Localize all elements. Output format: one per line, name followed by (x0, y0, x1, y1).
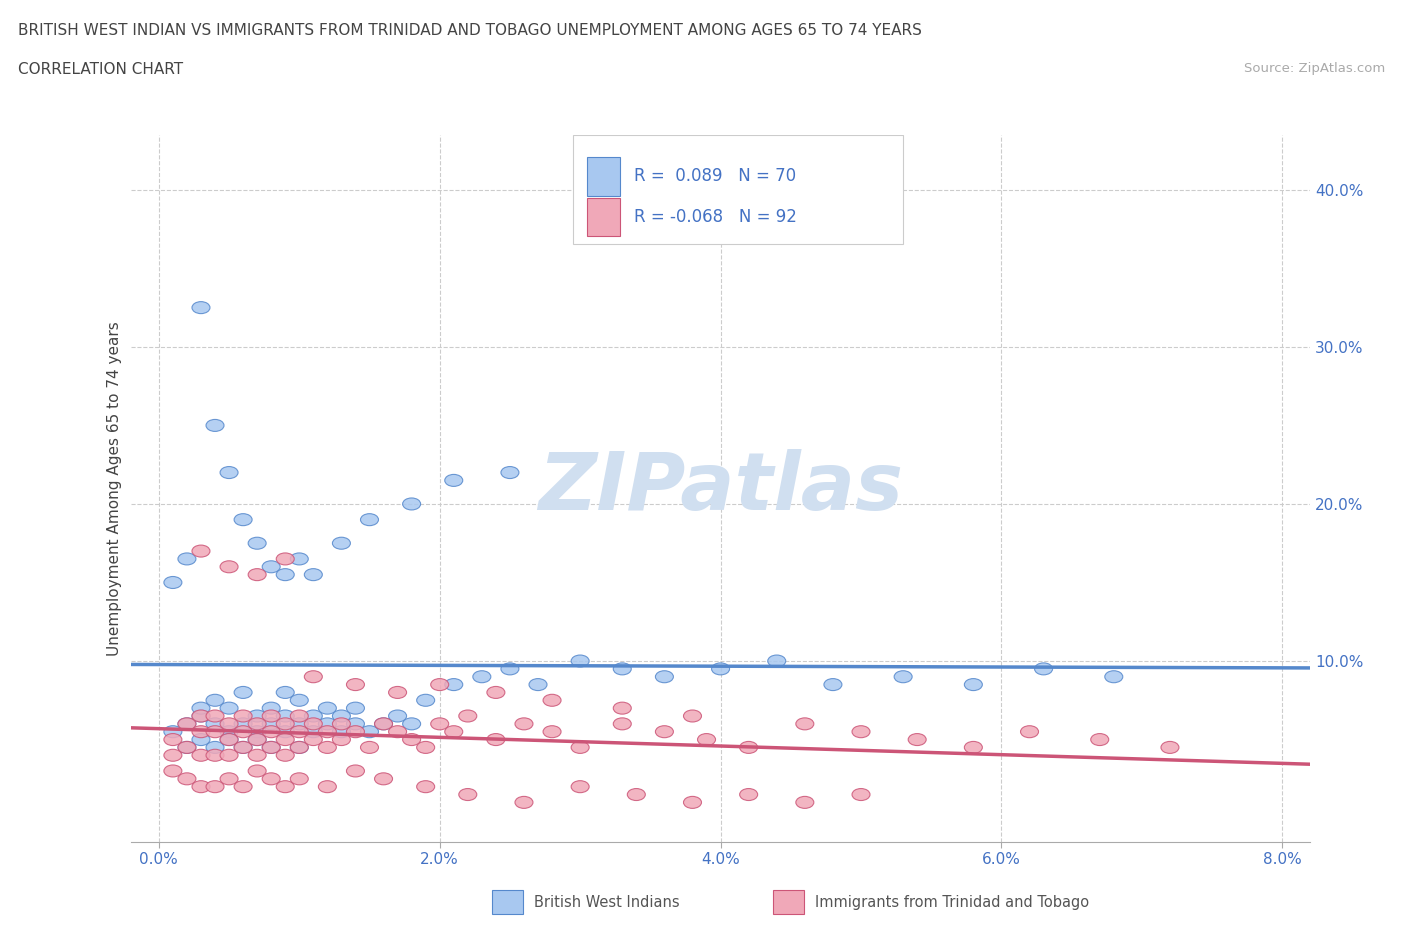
Text: R = -0.068   N = 92: R = -0.068 N = 92 (634, 208, 797, 226)
Bar (588, 197, 620, 236)
Bar (588, 157, 620, 196)
Text: CORRELATION CHART: CORRELATION CHART (18, 62, 183, 77)
Bar (773, 891, 804, 913)
Text: Immigrants from Trinidad and Tobago: Immigrants from Trinidad and Tobago (815, 895, 1090, 910)
Text: BRITISH WEST INDIAN VS IMMIGRANTS FROM TRINIDAD AND TOBAGO UNEMPLOYMENT AMONG AG: BRITISH WEST INDIAN VS IMMIGRANTS FROM T… (18, 23, 922, 38)
Bar (492, 891, 523, 913)
Text: R =  0.089   N = 70: R = 0.089 N = 70 (634, 167, 797, 185)
Text: British West Indians: British West Indians (534, 895, 681, 910)
FancyBboxPatch shape (574, 135, 904, 245)
Text: ZIPatlas: ZIPatlas (538, 449, 903, 527)
Text: Source: ZipAtlas.com: Source: ZipAtlas.com (1244, 62, 1385, 75)
Y-axis label: Unemployment Among Ages 65 to 74 years: Unemployment Among Ages 65 to 74 years (107, 321, 122, 656)
